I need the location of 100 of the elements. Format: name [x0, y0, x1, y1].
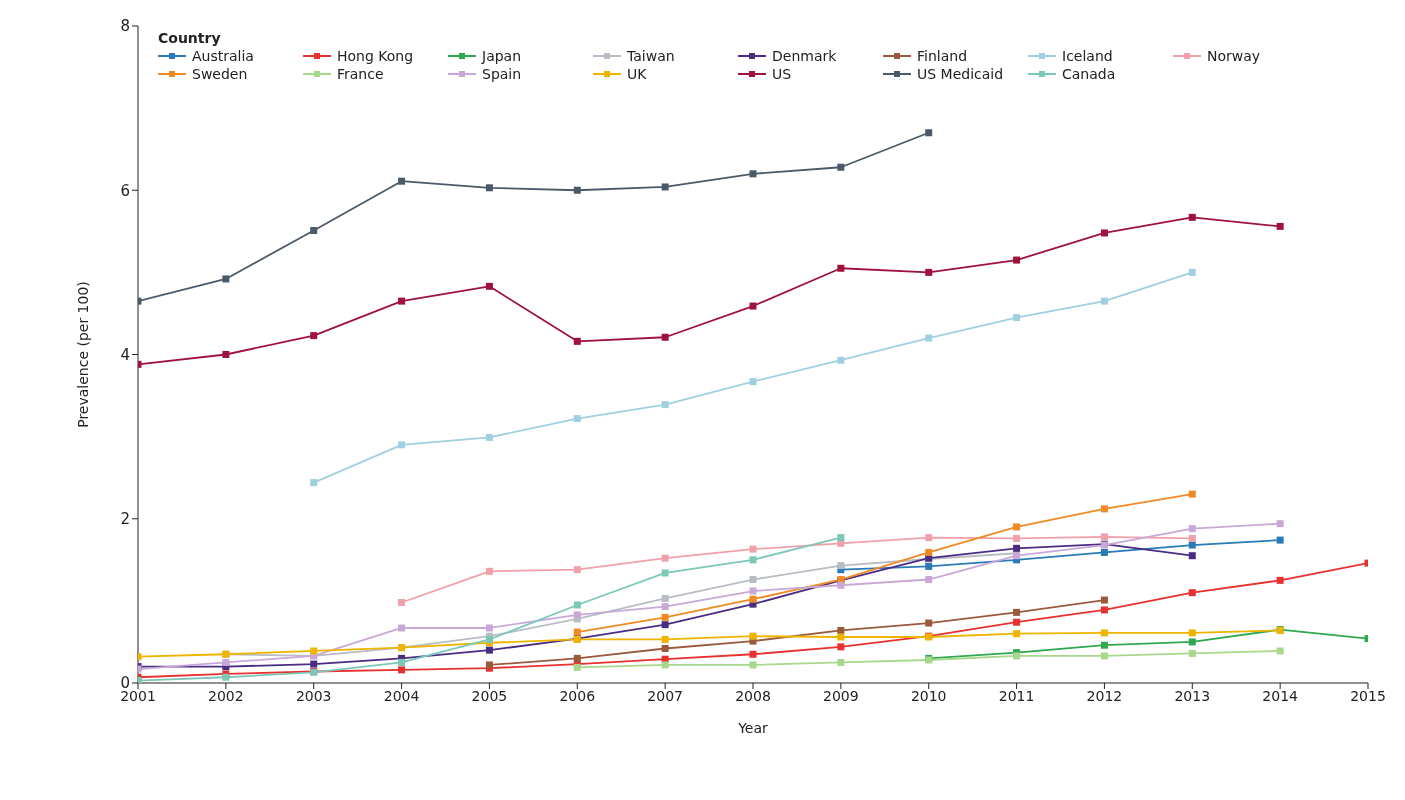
point [1013, 523, 1021, 531]
point [485, 567, 493, 575]
x-tick-label: 2008 [735, 687, 771, 704]
point [222, 275, 230, 283]
x-tick-label: 2010 [910, 687, 947, 704]
x-tick-label: 2005 [471, 687, 508, 704]
x-tick-label: 2015 [1350, 687, 1386, 704]
point [925, 534, 933, 542]
point [1100, 229, 1108, 237]
point [1013, 608, 1021, 616]
point [1188, 525, 1196, 533]
point [925, 619, 933, 627]
point [573, 628, 581, 636]
point [925, 576, 933, 584]
point [1188, 541, 1196, 549]
point [1013, 314, 1021, 322]
point [1188, 490, 1196, 498]
legend-label: Iceland [1062, 48, 1113, 64]
x-tick-label: 2003 [295, 687, 332, 704]
x-tick-label: 2001 [120, 687, 156, 704]
legend-label: Norway [1207, 48, 1261, 64]
point [925, 334, 933, 342]
point [1013, 544, 1021, 552]
point [310, 647, 318, 655]
y-tick-label: 6 [120, 181, 130, 200]
point [398, 297, 406, 305]
x-tick-label: 2004 [383, 687, 420, 704]
point [749, 632, 757, 640]
point [661, 183, 669, 191]
point [925, 548, 933, 556]
point [837, 562, 845, 570]
point [485, 282, 493, 290]
point [925, 562, 933, 570]
point [837, 356, 845, 364]
point [573, 415, 581, 423]
point [1100, 606, 1108, 614]
x-tick-label: 2013 [1174, 687, 1211, 704]
point [661, 621, 669, 629]
x-tick-label: 2009 [823, 687, 859, 704]
legend-label: France [337, 66, 384, 82]
point [661, 661, 669, 669]
point [1276, 576, 1284, 584]
point [1013, 534, 1021, 542]
point [837, 581, 845, 589]
x-tick-label: 2014 [1262, 687, 1299, 704]
point [573, 611, 581, 619]
point [1100, 297, 1108, 305]
legend-label: Japan [482, 48, 522, 64]
point [573, 601, 581, 609]
point [398, 441, 406, 449]
y-tick-label: 2 [120, 510, 130, 529]
point [1100, 505, 1108, 513]
point [398, 624, 406, 632]
point [661, 401, 669, 409]
point [222, 658, 230, 666]
point [310, 332, 318, 340]
point [573, 654, 581, 662]
point [573, 566, 581, 574]
point [749, 378, 757, 386]
point [398, 177, 406, 185]
point [1276, 647, 1284, 655]
point [1100, 596, 1108, 604]
point [1188, 629, 1196, 637]
point [1188, 534, 1196, 542]
point [485, 433, 493, 441]
point [573, 337, 581, 345]
point [1188, 649, 1196, 657]
point [837, 163, 845, 171]
point [1188, 638, 1196, 646]
point [837, 658, 845, 666]
legend-label: Spain [482, 66, 522, 82]
point [837, 534, 845, 542]
point [749, 302, 757, 310]
x-tick-label: 2006 [559, 687, 596, 704]
point [1188, 552, 1196, 560]
legend-label: US [772, 66, 792, 82]
legend-title: Country [158, 30, 222, 46]
point [1188, 213, 1196, 221]
y-axis-title: Prevalence (per 100) [74, 281, 91, 428]
point [661, 645, 669, 653]
point [749, 576, 757, 584]
point [1100, 652, 1108, 660]
point [398, 658, 406, 666]
point [661, 569, 669, 577]
point [1013, 630, 1021, 638]
point [837, 633, 845, 641]
point [749, 661, 757, 669]
point [1100, 548, 1108, 556]
point [1188, 268, 1196, 276]
point [749, 545, 757, 553]
point [837, 626, 845, 634]
legend-label: Finland [917, 48, 968, 64]
legend-label: Hong Kong [337, 48, 414, 64]
point [661, 603, 669, 611]
point [485, 184, 493, 192]
point [1188, 589, 1196, 597]
point [749, 556, 757, 564]
x-tick-label: 2007 [647, 687, 683, 704]
x-tick-label: 2011 [998, 687, 1035, 704]
point [837, 264, 845, 272]
